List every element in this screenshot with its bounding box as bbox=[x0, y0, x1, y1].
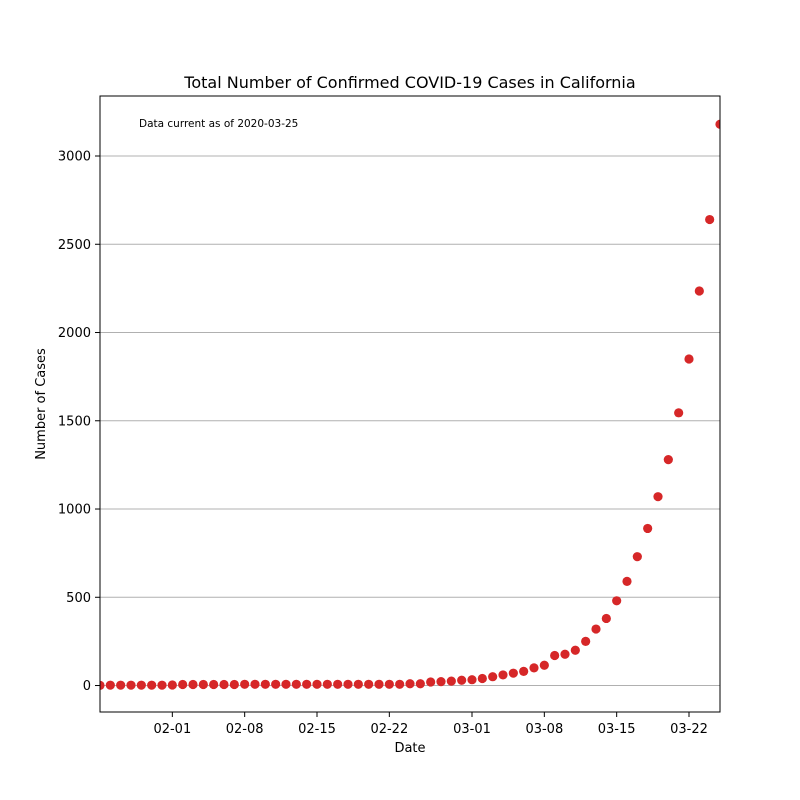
data-point-2020-03-19 bbox=[653, 492, 663, 502]
data-point-2020-03-09 bbox=[550, 650, 560, 661]
data-point-2020-01-29 bbox=[136, 680, 146, 690]
data-point-2020-02-12 bbox=[281, 679, 291, 689]
y-axis-label: Number of Cases bbox=[34, 348, 49, 460]
y-tick-label-2000: 2000 bbox=[58, 326, 91, 341]
data-point-2020-01-30 bbox=[147, 680, 157, 690]
data-point-2020-03-20 bbox=[663, 454, 673, 465]
data-point-2020-03-14 bbox=[601, 613, 611, 624]
data-point-2020-03-02 bbox=[477, 673, 487, 684]
data-point-2020-02-13 bbox=[291, 679, 301, 689]
data-point-2020-03-22 bbox=[684, 354, 694, 364]
data-point-2020-03-04 bbox=[498, 670, 508, 680]
plot-frame bbox=[99, 95, 721, 713]
x-tick-label-03-01: 03-01 bbox=[453, 722, 491, 737]
data-point-2020-02-09 bbox=[250, 679, 260, 689]
data-point-2020-02-16 bbox=[322, 679, 332, 689]
data-point-2020-03-18 bbox=[643, 523, 653, 534]
y-tick-label-2500: 2500 bbox=[58, 238, 91, 253]
data-point-2020-02-29 bbox=[457, 675, 467, 685]
data-point-2020-03-03 bbox=[488, 672, 498, 682]
data-point-2020-02-06 bbox=[219, 679, 229, 690]
data-point-2020-02-08 bbox=[240, 679, 250, 689]
data-point-2020-02-04 bbox=[198, 679, 208, 690]
data-point-2020-02-20 bbox=[364, 679, 374, 689]
data-point-2020-03-24 bbox=[705, 214, 715, 225]
data-points bbox=[100, 119, 720, 690]
data-point-2020-03-08 bbox=[539, 660, 549, 670]
data-point-2020-03-10 bbox=[560, 649, 570, 659]
x-tick-label-02-01: 02-01 bbox=[153, 722, 191, 737]
y-axis-ticks: 0 500 1000 1500 2000 2500 3000 bbox=[58, 150, 100, 694]
x-axis-label: Date bbox=[394, 741, 425, 756]
x-tick-label-03-15: 03-15 bbox=[598, 722, 636, 737]
data-point-2020-02-05 bbox=[209, 679, 219, 690]
data-point-2020-02-11 bbox=[271, 679, 281, 689]
y-tick-label-3000: 3000 bbox=[58, 150, 91, 165]
data-point-2020-02-27 bbox=[436, 677, 446, 687]
x-axis-ticks: 02-01 02-08 02-15 02-22 03-01 03-08 03-15 03-22 bbox=[153, 712, 708, 737]
data-point-2020-02-25 bbox=[415, 679, 425, 689]
data-point-2020-03-13 bbox=[591, 624, 601, 634]
data-point-2020-02-07 bbox=[229, 679, 239, 690]
data-point-2020-02-21 bbox=[374, 679, 384, 689]
x-tick-label-03-22: 03-22 bbox=[670, 722, 708, 737]
y-tick-label-0: 0 bbox=[83, 679, 91, 694]
data-point-2020-03-01 bbox=[467, 675, 477, 685]
x-tick-label-02-08: 02-08 bbox=[226, 722, 264, 737]
data-point-2020-02-10 bbox=[260, 679, 270, 689]
data-point-2020-02-19 bbox=[353, 679, 363, 689]
data-point-2020-03-16 bbox=[622, 576, 632, 586]
data-point-2020-03-15 bbox=[612, 596, 622, 606]
data-point-2020-02-18 bbox=[343, 679, 353, 689]
data-point-2020-02-14 bbox=[302, 679, 312, 689]
data-point-2020-03-12 bbox=[581, 636, 591, 646]
data-point-2020-03-07 bbox=[529, 663, 539, 673]
annotation: Data current as of 2020-03-25 bbox=[139, 118, 298, 130]
data-point-2020-02-23 bbox=[395, 679, 405, 689]
x-tick-label-02-22: 02-22 bbox=[370, 722, 408, 737]
data-point-2020-03-06 bbox=[519, 666, 529, 677]
data-point-2020-03-21 bbox=[674, 408, 684, 418]
y-tick-label-1000: 1000 bbox=[58, 503, 91, 518]
data-point-2020-03-17 bbox=[632, 552, 642, 562]
data-point-2020-02-15 bbox=[312, 679, 322, 689]
data-point-2020-03-11 bbox=[570, 645, 580, 655]
data-point-2020-01-26 bbox=[105, 680, 115, 690]
y-tick-label-500: 500 bbox=[66, 591, 91, 606]
data-point-2020-03-05 bbox=[508, 668, 518, 678]
data-point-2020-01-28 bbox=[126, 680, 136, 690]
data-point-2020-02-24 bbox=[405, 679, 415, 689]
data-point-2020-02-02 bbox=[178, 679, 188, 690]
data-point-2020-02-28 bbox=[446, 676, 456, 686]
x-tick-label-03-08: 03-08 bbox=[525, 722, 563, 737]
data-point-2020-03-25 bbox=[715, 119, 720, 129]
data-point-2020-01-25 bbox=[100, 680, 105, 690]
chart-title: Total Number of Confirmed COVID-19 Cases… bbox=[183, 73, 635, 92]
x-tick-label-02-15: 02-15 bbox=[298, 722, 336, 737]
data-point-2020-01-31 bbox=[157, 680, 167, 690]
y-tick-label-1500: 1500 bbox=[58, 414, 91, 429]
data-point-2020-02-22 bbox=[384, 679, 394, 689]
data-point-2020-02-03 bbox=[188, 679, 198, 690]
data-point-2020-01-27 bbox=[116, 680, 126, 690]
data-point-2020-02-26 bbox=[426, 677, 436, 687]
data-point-2020-03-23 bbox=[694, 286, 704, 296]
data-point-2020-02-01 bbox=[167, 680, 177, 690]
data-point-2020-02-17 bbox=[333, 679, 343, 689]
